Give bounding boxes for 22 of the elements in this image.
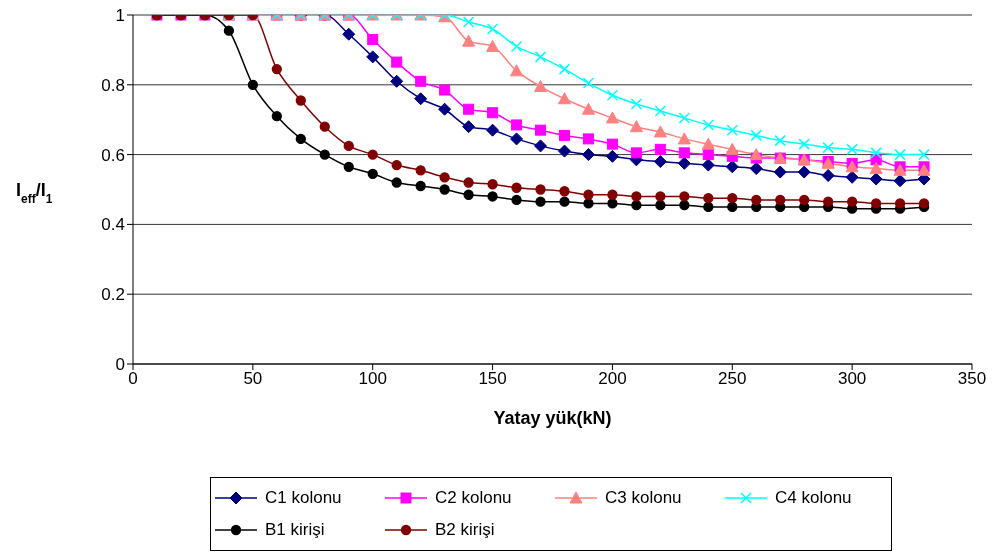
x-tick-label: 300 — [837, 369, 867, 389]
x-axis-title: Yatay yük(kN) — [493, 408, 612, 428]
x-tick-label: 0 — [128, 369, 138, 389]
x-tick-label: 250 — [718, 369, 747, 389]
x-tick-label: 50 — [243, 369, 263, 389]
y-axis-title: I$_{eff}$/I$_{1}$ — [16, 179, 53, 206]
y-tick-label: 0.8 — [101, 75, 125, 95]
x-tick-label: 150 — [478, 369, 507, 389]
legend-label: C4 kolonu — [775, 488, 852, 508]
y-tick-label: 0 — [115, 355, 125, 375]
y-tick-label: 0.2 — [101, 285, 125, 305]
x-tick-label: 350 — [957, 369, 987, 389]
y-tick-label: 1 — [115, 6, 125, 26]
x-tick-label: 100 — [358, 369, 387, 389]
legend-label: C1 kolonu — [265, 488, 342, 508]
legend-label: B2 kirişi — [435, 520, 495, 540]
x-tick-label: 200 — [598, 369, 627, 389]
legend-label: B1 kirişi — [265, 520, 325, 540]
legend-label: C2 kolonu — [435, 488, 512, 508]
y-tick-label: 0.6 — [101, 145, 125, 165]
y-tick-label: 0.4 — [101, 215, 125, 235]
legend-label: C3 kolonu — [605, 488, 682, 508]
